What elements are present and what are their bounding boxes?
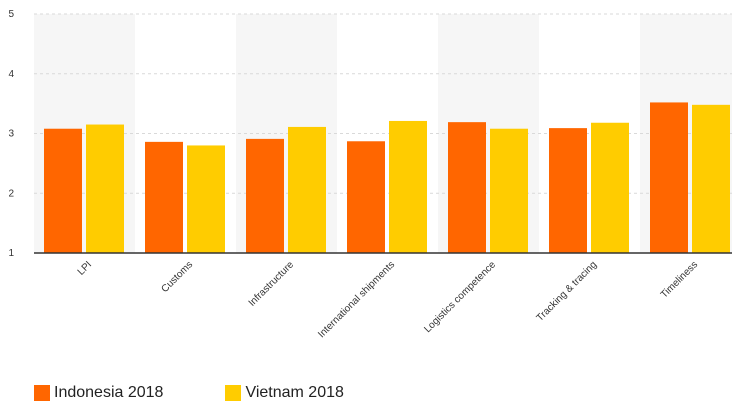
bar-0-3: [347, 141, 385, 253]
legend-item-series-1[interactable]: Vietnam 2018: [225, 384, 344, 402]
category-label-1: Customs: [159, 259, 195, 295]
bar-1-1: [187, 145, 225, 253]
category-labels: LPI Customs Infrastructure International sh…: [76, 259, 700, 340]
category-label-2: Infrastructure: [247, 259, 297, 309]
bar-0-1: [145, 141, 183, 253]
bar-0-4: [448, 122, 486, 254]
legend-item-series-0[interactable]: Indonesia 2018: [34, 384, 163, 402]
category-label-0: LPI: [76, 259, 94, 277]
bar-1-0: [86, 124, 124, 253]
bar-0-2: [246, 138, 284, 253]
category-label-4: Logistics competence: [422, 259, 498, 335]
category-label-6: Timeliness: [659, 259, 700, 300]
legend-label-series-0: Indonesia 2018: [54, 384, 164, 401]
category-label-3: International shipments: [316, 259, 397, 340]
category-label-5: Tracking & tracing: [535, 259, 600, 324]
legend-label-series-1: Vietnam 2018: [245, 384, 344, 401]
legend: Indonesia 2018 Vietnam 2018: [34, 384, 406, 402]
y-tick-label: 2: [8, 188, 14, 199]
bar-0-6: [650, 102, 688, 254]
y-tick-labels: 1 2 3 4 5: [8, 9, 14, 259]
bar-1-2: [288, 126, 326, 253]
bar-0-0: [44, 128, 82, 253]
bar-1-3: [389, 120, 427, 253]
y-tick-label: 4: [8, 69, 14, 80]
bar-1-5: [591, 122, 629, 254]
legend-swatch-series-1: [225, 385, 242, 401]
y-tick-label: 1: [8, 248, 14, 259]
bar-1-6: [692, 104, 730, 253]
legend-swatch-series-0: [34, 385, 50, 401]
bar-0-5: [549, 128, 587, 253]
bars-group: [44, 102, 730, 254]
y-tick-label: 5: [8, 9, 14, 20]
y-tick-label: 3: [8, 129, 14, 140]
bar-1-4: [490, 128, 528, 253]
